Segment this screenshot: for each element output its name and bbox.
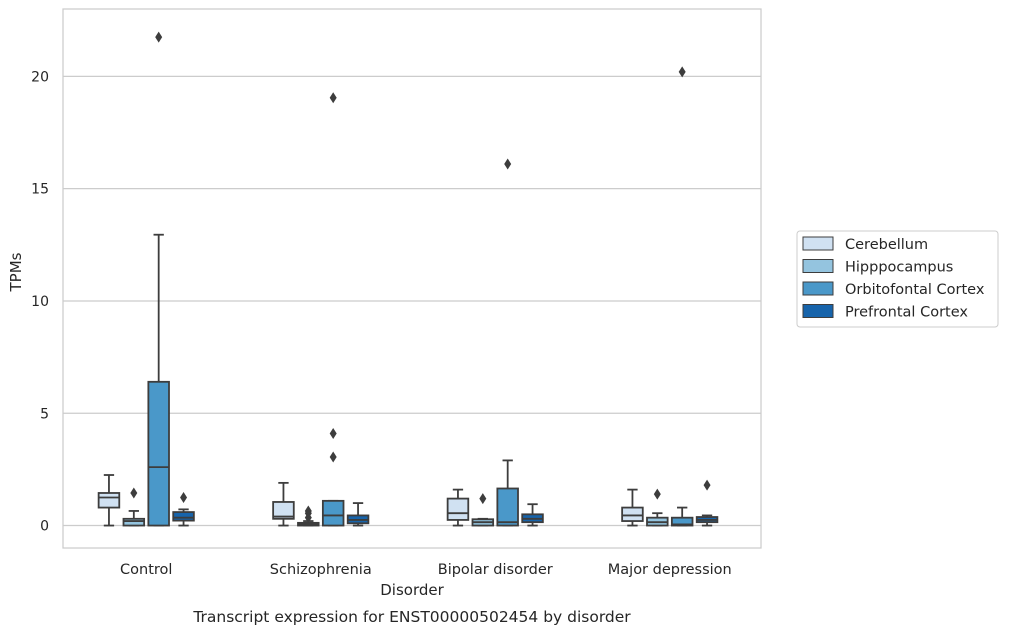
y-tick-labels: 0 5 10 15 20 (31, 69, 49, 534)
iqr-box (147, 380, 170, 527)
iqr-box (321, 499, 345, 527)
x-tick-label: Control (120, 562, 172, 578)
box-cerebellum (621, 488, 644, 527)
x-tick-label: Major depression (608, 562, 732, 578)
box-hipppocampus (471, 493, 495, 527)
box-cerebellum (446, 488, 470, 527)
iqr-box (496, 487, 519, 527)
outlier-point (479, 493, 487, 505)
legend-swatch (802, 236, 834, 251)
box-hipppocampus (297, 505, 320, 527)
box-prefrontal-cortex (346, 502, 370, 527)
y-tick-label: 20 (31, 69, 49, 85)
legend-item: Orbitofontal Cortex (802, 281, 985, 298)
y-tick-label: 10 (31, 294, 49, 310)
outlier-point (329, 427, 337, 439)
box-cerebellum (97, 474, 121, 527)
legend-label: Hipppocampus (845, 260, 953, 276)
outlier-point (329, 451, 337, 463)
box-prefrontal-cortex (521, 503, 544, 527)
outlier-point (504, 158, 512, 170)
box-prefrontal-cortex (695, 479, 719, 527)
x-axis-label: Disorder (380, 581, 444, 599)
box-plot-series (97, 31, 719, 527)
box-orbitofontal-cortex (670, 66, 694, 527)
outlier-point (678, 66, 686, 78)
box-hipppocampus (122, 487, 146, 527)
y-tick-label: 5 (40, 406, 49, 422)
x-tick-label: Schizophrenia (270, 562, 372, 578)
iqr-box (446, 497, 470, 521)
legend-frame (796, 230, 999, 328)
box-hipppocampus (646, 488, 669, 527)
iqr-box (172, 511, 195, 522)
x-tick-label: Bipolar disorder (438, 562, 553, 578)
box-orbitofontal-cortex (147, 31, 170, 527)
box-orbitofontal-cortex (496, 158, 519, 527)
iqr-box (272, 501, 295, 520)
y-axis-label: TPMs (7, 252, 25, 292)
x-tick-labels: Control Schizophrenia Bipolar disorder Majo… (120, 562, 732, 578)
legend-swatch (802, 304, 834, 318)
outlier-point (304, 505, 312, 517)
box-prefrontal-cortex (172, 491, 195, 527)
iqr-box (621, 506, 644, 522)
legend-item: Cerebellum (802, 236, 928, 253)
outlier-point (653, 488, 661, 500)
legend-swatch (802, 259, 834, 273)
chart-caption: Transcript expression for ENST0000050245… (192, 608, 631, 626)
legend-item: Prefrontal Cortex (802, 304, 968, 321)
box-cerebellum (272, 481, 295, 527)
legend-label: Orbitofontal Cortex (845, 282, 985, 298)
iqr-box (670, 516, 694, 527)
y-tick-label: 0 (40, 519, 49, 535)
outlier-point (703, 479, 711, 491)
outlier-point (155, 31, 163, 43)
box-orbitofontal-cortex (321, 92, 345, 527)
legend-label: Prefrontal Cortex (845, 305, 968, 321)
iqr-box (122, 517, 146, 527)
y-tick-label: 15 (31, 182, 49, 198)
outlier-point (329, 92, 337, 104)
outlier-point (130, 487, 138, 499)
legend-label: Cerebellum (845, 237, 928, 253)
iqr-box (97, 492, 121, 509)
plot-frame (62, 8, 762, 549)
legend-swatch (802, 281, 834, 296)
legend: Cerebellum Hipppocampus Orbitofontal Corte… (796, 230, 999, 328)
legend-item: Hipppocampus (802, 259, 953, 276)
outlier-point (180, 491, 188, 503)
